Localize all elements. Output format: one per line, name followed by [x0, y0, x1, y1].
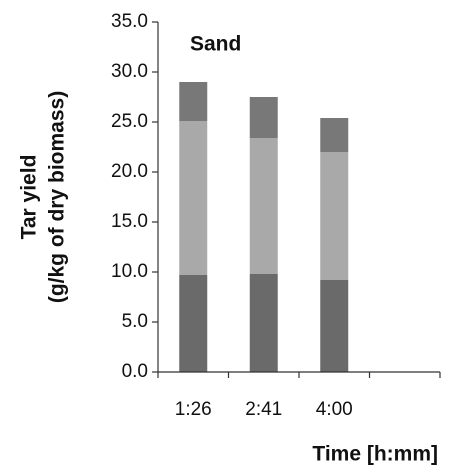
y-tick-label: 25.0 [111, 111, 148, 132]
y-tick-label: 5.0 [122, 311, 148, 332]
y-tick-label: 0.0 [122, 361, 148, 382]
bar-segment [249, 274, 278, 372]
y-tick-label: 20.0 [111, 161, 148, 182]
bar-segment [249, 97, 278, 138]
y-axis-label: Tar yield [18, 155, 41, 240]
bar-segment [320, 118, 349, 152]
y-axis-label: (g/kg of dry biomass) [46, 91, 69, 303]
y-tick-label: 15.0 [111, 211, 148, 232]
y-tick-label: 10.0 [111, 261, 148, 282]
y-tick-label: 30.0 [111, 61, 148, 82]
x-tick-label: 2:41 [245, 399, 282, 420]
x-tick-label: 4:00 [316, 399, 353, 420]
bar-segment [179, 121, 208, 275]
x-axis-label: Time [h:mm] [312, 443, 438, 466]
chart-title: Sand [190, 33, 241, 56]
x-tick-label: 1:26 [175, 399, 212, 420]
bar-segment [320, 152, 349, 280]
bar-segment [320, 280, 349, 372]
bar-segment [179, 82, 208, 121]
bar-segment [179, 275, 208, 372]
bar-segment [249, 138, 278, 274]
y-tick-label: 35.0 [111, 11, 148, 32]
